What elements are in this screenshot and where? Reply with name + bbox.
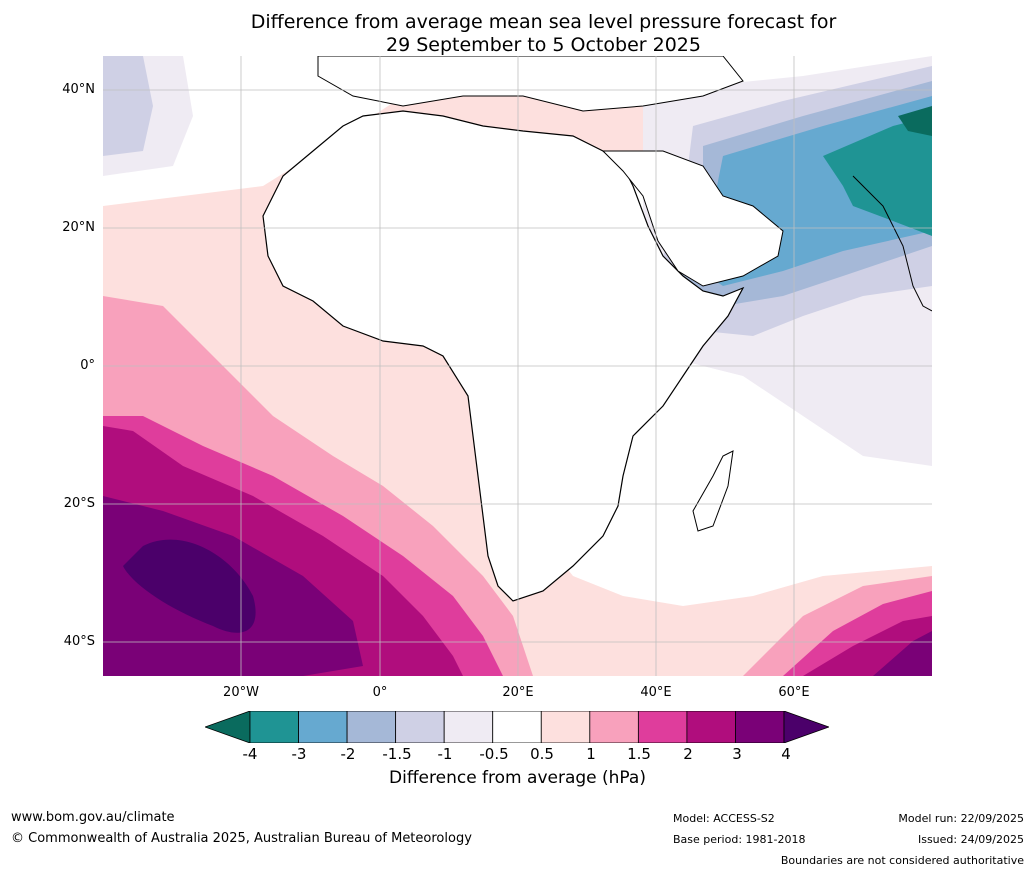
graticule bbox=[103, 56, 932, 676]
map-title-line1: Difference from average mean sea level p… bbox=[250, 11, 837, 33]
colorbar-segment bbox=[589, 711, 639, 743]
colorbar-arrow-low bbox=[205, 711, 251, 743]
madagascar-island bbox=[692, 450, 734, 532]
lat-label-equator: 0° bbox=[80, 358, 95, 373]
colorbar-tick: -1.5 bbox=[382, 745, 412, 763]
africa-landmass bbox=[262, 110, 745, 602]
colorbar-tick: 4 bbox=[781, 745, 791, 763]
colorbar-label: Difference from average (hPa) bbox=[389, 768, 646, 788]
lon-label-20e: 20°E bbox=[502, 685, 534, 700]
footer-base-period: Base period: 1981-2018 bbox=[673, 833, 806, 846]
colorbar-segment bbox=[443, 711, 494, 743]
lat-label-20s: 20°S bbox=[63, 496, 95, 511]
colorbar-segment bbox=[637, 711, 688, 743]
lon-label-60e: 60°E bbox=[778, 685, 810, 700]
colorbar-tick: 1.5 bbox=[627, 745, 651, 763]
footer-model: Model: ACCESS-S2 bbox=[673, 812, 775, 825]
colorbar-tick: -1 bbox=[437, 745, 453, 763]
colorbar-segment bbox=[540, 711, 591, 743]
colorbar-segment bbox=[249, 711, 299, 743]
anomaly-grey-north-atlantic bbox=[103, 56, 153, 156]
colorbar-tick: 0.5 bbox=[530, 745, 554, 763]
colorbar-segment bbox=[735, 711, 785, 743]
footer-copyright: © Commonwealth of Australia 2025, Austra… bbox=[11, 831, 472, 846]
anomaly-dark-teal-indian bbox=[898, 106, 932, 136]
anomaly-teal-indian bbox=[823, 116, 932, 236]
colorbar-tick: -3 bbox=[291, 745, 307, 763]
footer-issued: Issued: 24/09/2025 bbox=[917, 833, 1024, 846]
lon-label-0: 0° bbox=[372, 685, 388, 700]
colorbar-tick: 2 bbox=[683, 745, 693, 763]
colorbar-segment bbox=[298, 711, 348, 743]
colorbar bbox=[205, 711, 829, 743]
footer-website: www.bom.gov.au/climate bbox=[11, 810, 175, 825]
pressure-anomaly-map bbox=[103, 56, 932, 676]
colorbar-segment bbox=[395, 711, 445, 743]
colorbar-arrow-high bbox=[783, 711, 829, 743]
lon-label-40e: 40°E bbox=[640, 685, 672, 700]
colorbar-tick: 1 bbox=[586, 745, 596, 763]
colorbar-tick: 3 bbox=[732, 745, 742, 763]
colorbar-segment bbox=[686, 711, 736, 743]
colorbar-segment bbox=[492, 711, 542, 743]
indian-subcontinent bbox=[852, 175, 932, 312]
colorbar-tick: -4 bbox=[242, 745, 258, 763]
europe-landmass bbox=[317, 56, 744, 112]
lon-label-20w: 20°W bbox=[223, 685, 259, 700]
colorbar-tick: -0.5 bbox=[479, 745, 509, 763]
lat-label-40s: 40°S bbox=[63, 634, 95, 649]
colorbar-segment bbox=[346, 711, 397, 743]
anomaly-dark-purple-core bbox=[123, 539, 256, 633]
colorbar-tick: -2 bbox=[340, 745, 356, 763]
footer-model-run: Model run: 22/09/2025 bbox=[898, 812, 1024, 825]
lat-label-40n: 40°N bbox=[62, 82, 95, 97]
footer-disclaimer: Boundaries are not considered authoritat… bbox=[780, 854, 1024, 867]
map-title-line2: 29 September to 5 October 2025 bbox=[386, 34, 701, 56]
arabian-peninsula bbox=[601, 150, 784, 287]
lat-label-20n: 20°N bbox=[62, 220, 95, 235]
